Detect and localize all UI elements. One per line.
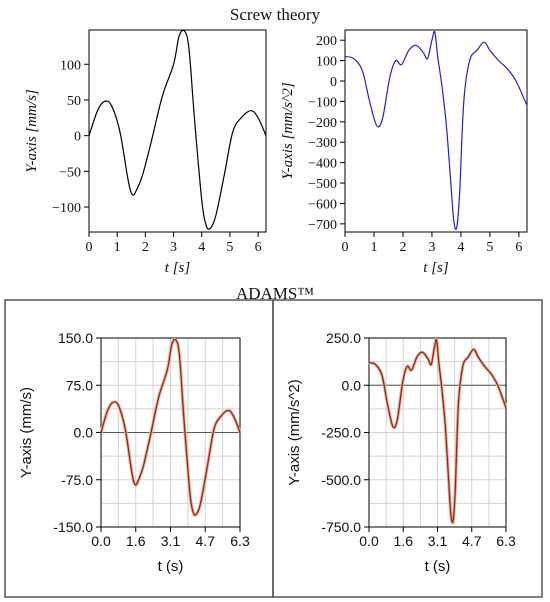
adams-velocity-ytick-label: 150.0 [58,330,93,346]
adams-velocity-ytick-label: -75.0 [61,472,93,488]
adams-acceleration-ytick-label: -750.0 [321,519,361,535]
screw-velocity-series-line [88,29,267,230]
screw-velocity-xtick-label: 2 [142,240,149,255]
screw-acceleration-ylabel: Y-axis [mm/s^2] [280,82,296,179]
screw-acceleration-ytick-label: 100 [316,55,337,70]
adams-acceleration-series-line [368,338,507,524]
screw-acceleration-xtick-label: 1 [370,240,377,255]
screw-acceleration-ytick-label: −500 [308,177,337,192]
adams-acceleration-ytick-label: 250.0 [326,330,361,346]
screw-theory-title: Screw theory [229,5,321,24]
screw-velocity-ytick-label: 50 [67,94,81,109]
adams-left-frame [4,299,274,598]
adams-velocity-xtick-label: 0.0 [91,533,111,549]
adams-acceleration-xtick-label: 3.1 [428,533,448,549]
screw-velocity-ytick-label: −50 [59,165,81,180]
adams-acceleration-xtick-label: 1.6 [394,533,414,549]
screw-acceleration-xtick-label: 2 [399,240,406,255]
screw-acceleration-ytick-label: −300 [308,136,337,151]
screw-acceleration-ytick-label: −600 [308,197,337,212]
screw-velocity-ylabel: Y-axis [mm/s] [24,89,40,173]
adams-acceleration-ytick-label: -250.0 [321,425,361,441]
adams-velocity-series-line [100,338,241,516]
adams-velocity-xtick-label: 3.1 [161,533,181,549]
adams-velocity-xtick-label: 4.7 [196,533,216,549]
screw-acceleration-xtick-label: 5 [486,240,493,255]
screw-acceleration-ytick-label: −200 [308,116,337,131]
screw-velocity-xlabel: t [s] [165,260,191,276]
screw-acceleration-ytick-label: −700 [308,218,337,233]
screw-acceleration-xtick-label: 6 [515,240,522,255]
adams-velocity-ytick-label: -150.0 [53,519,93,535]
adams-velocity-ylabel: Y-axis (mm/s) [18,387,35,478]
screw-acceleration-series-line [344,30,528,231]
adams-velocity-xtick-label: 1.6 [126,533,146,549]
adams-acceleration-xlabel: t (s) [425,558,451,575]
adams-velocity-ytick-label: 0.0 [74,425,94,441]
adams-acceleration-xtick-label: 6.3 [496,533,516,549]
screw-velocity-xtick-label: 3 [170,240,177,255]
adams-acceleration-ylabel: Y-axis (mm/s^2) [286,379,303,486]
screw-velocity-xtick-label: 5 [226,240,233,255]
screw-acceleration-ytick-label: −100 [308,95,337,110]
screw-acceleration-xlabel: t [s] [423,260,449,276]
adams-velocity-ytick-label: 75.0 [66,377,93,393]
screw-velocity-ytick-label: −100 [52,201,81,216]
adams-acceleration-xtick-label: 4.7 [462,533,482,549]
screw-acceleration-ytick-label: 200 [316,34,337,49]
screw-acceleration-ytick-label: −400 [308,157,337,172]
screw-velocity-xtick-label: 4 [198,240,205,255]
screw-acceleration-plot-frame [344,29,528,233]
adams-velocity-xlabel: t (s) [158,558,184,575]
adams-title: ADAMS™ [235,284,315,303]
screw-velocity-xtick-label: 6 [255,240,262,255]
screw-velocity-ytick-label: 100 [60,58,81,73]
screw-acceleration-xtick-label: 0 [342,240,349,255]
screw-acceleration-xtick-label: 3 [428,240,435,255]
adams-velocity-xtick-label: 6.3 [230,533,250,549]
screw-velocity-xtick-label: 0 [86,240,93,255]
adams-acceleration-ytick-label: -500.0 [321,472,361,488]
screw-velocity-plot-frame [88,29,267,233]
screw-velocity-ytick-label: 0 [74,130,81,145]
adams-right-frame [272,299,543,598]
screw-acceleration-xtick-label: 4 [457,240,464,255]
adams-acceleration-xtick-label: 0.0 [359,533,379,549]
adams-acceleration-ytick-label: 0.0 [342,377,362,393]
screw-acceleration-ytick-label: 0 [330,75,337,90]
screw-velocity-xtick-label: 1 [114,240,121,255]
